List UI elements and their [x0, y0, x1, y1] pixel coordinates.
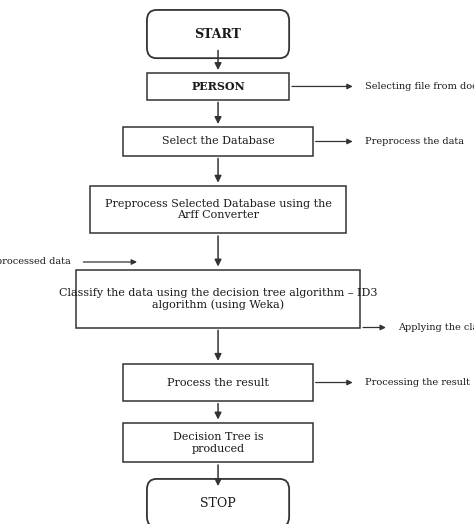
FancyBboxPatch shape: [147, 479, 289, 524]
Text: Decision Tree is
produced: Decision Tree is produced: [173, 432, 264, 454]
Text: Selecting file from document: Selecting file from document: [365, 82, 474, 91]
FancyBboxPatch shape: [90, 186, 346, 233]
Text: STOP: STOP: [200, 497, 236, 509]
Text: Preprocess Selected Database using the
Arff Converter: Preprocess Selected Database using the A…: [105, 199, 331, 221]
FancyBboxPatch shape: [147, 10, 289, 58]
FancyBboxPatch shape: [123, 364, 313, 401]
Text: Processing the result: Processing the result: [365, 378, 470, 387]
Text: PERSON: PERSON: [191, 81, 245, 92]
FancyBboxPatch shape: [123, 423, 313, 463]
Text: Classify the data using the decision tree algorithm – ID3
algorithm (using Weka): Classify the data using the decision tre…: [59, 288, 377, 310]
Text: Process the result: Process the result: [167, 377, 269, 388]
Text: ARFF of pre-processed data: ARFF of pre-processed data: [0, 257, 71, 267]
Text: Select the Database: Select the Database: [162, 136, 274, 147]
FancyBboxPatch shape: [147, 73, 289, 100]
Text: Preprocess the data: Preprocess the data: [365, 137, 464, 146]
Text: Applying the classification: Applying the classification: [398, 323, 474, 332]
FancyBboxPatch shape: [123, 127, 313, 156]
FancyBboxPatch shape: [76, 270, 360, 328]
Text: START: START: [195, 28, 241, 40]
